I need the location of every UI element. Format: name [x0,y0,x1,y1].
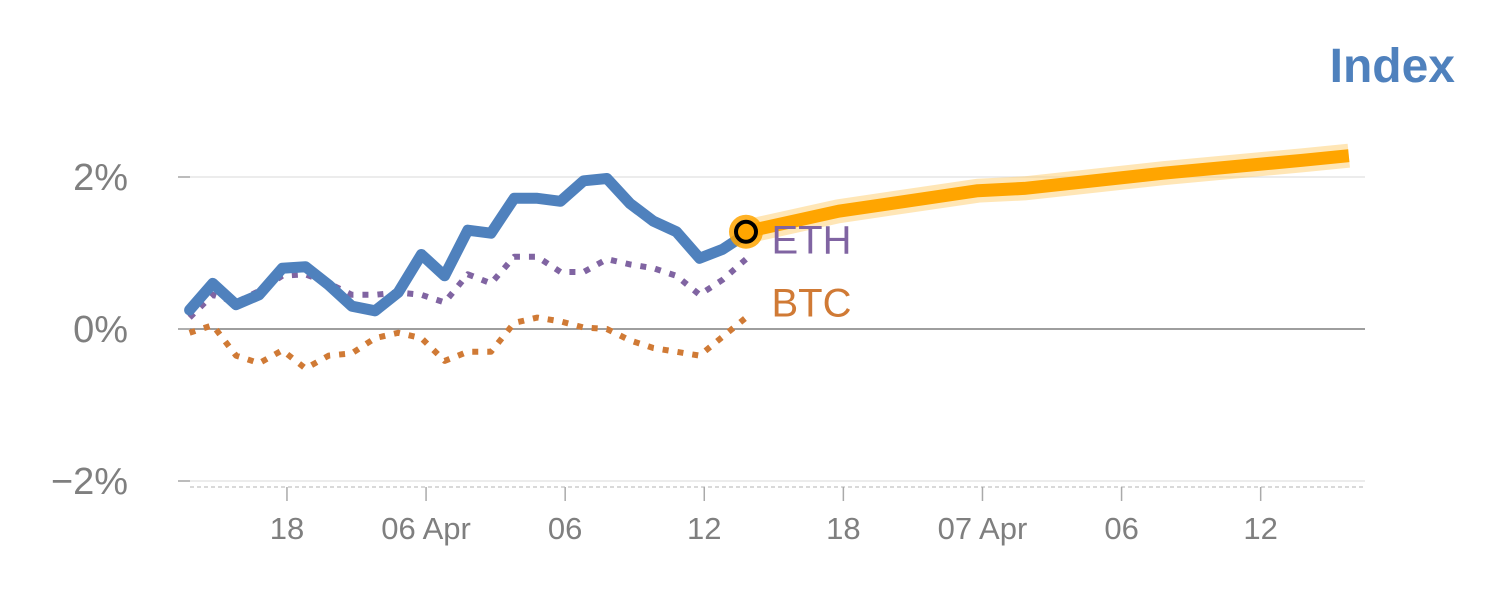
marker-dot [733,219,758,244]
chart-title: Index [1330,40,1456,93]
y-tick-label: −2% [51,461,128,503]
x-tick-label: 18 [270,511,304,546]
x-tick-label: 12 [687,511,721,546]
x-tick-label: 07 Apr [938,511,1028,546]
x-tick-label: 06 [548,511,582,546]
series-line-eth [187,253,748,320]
series-line-btc [188,314,748,372]
x-tick-label: 06 Apr [381,511,471,546]
x-tick-label: 06 [1104,511,1138,546]
forecast-line [744,149,1350,239]
x-tick-label: 12 [1243,511,1277,546]
y-tick-label: 2% [73,157,128,199]
x-tick-label: 18 [826,511,860,546]
series-line-line-0 [184,173,752,317]
series-label-btc: BTC [772,281,852,325]
y-axis: 2% 0% −2% [51,157,190,503]
y-tick-label: 0% [73,309,128,351]
series-label-eth: ETH [772,218,852,262]
x-axis: 18 06 Apr 06 12 18 07 Apr 06 12 [190,486,1365,546]
series-lines [184,143,1350,372]
current-value-marker [728,214,763,249]
series-labels: ETH BTC [772,218,852,325]
